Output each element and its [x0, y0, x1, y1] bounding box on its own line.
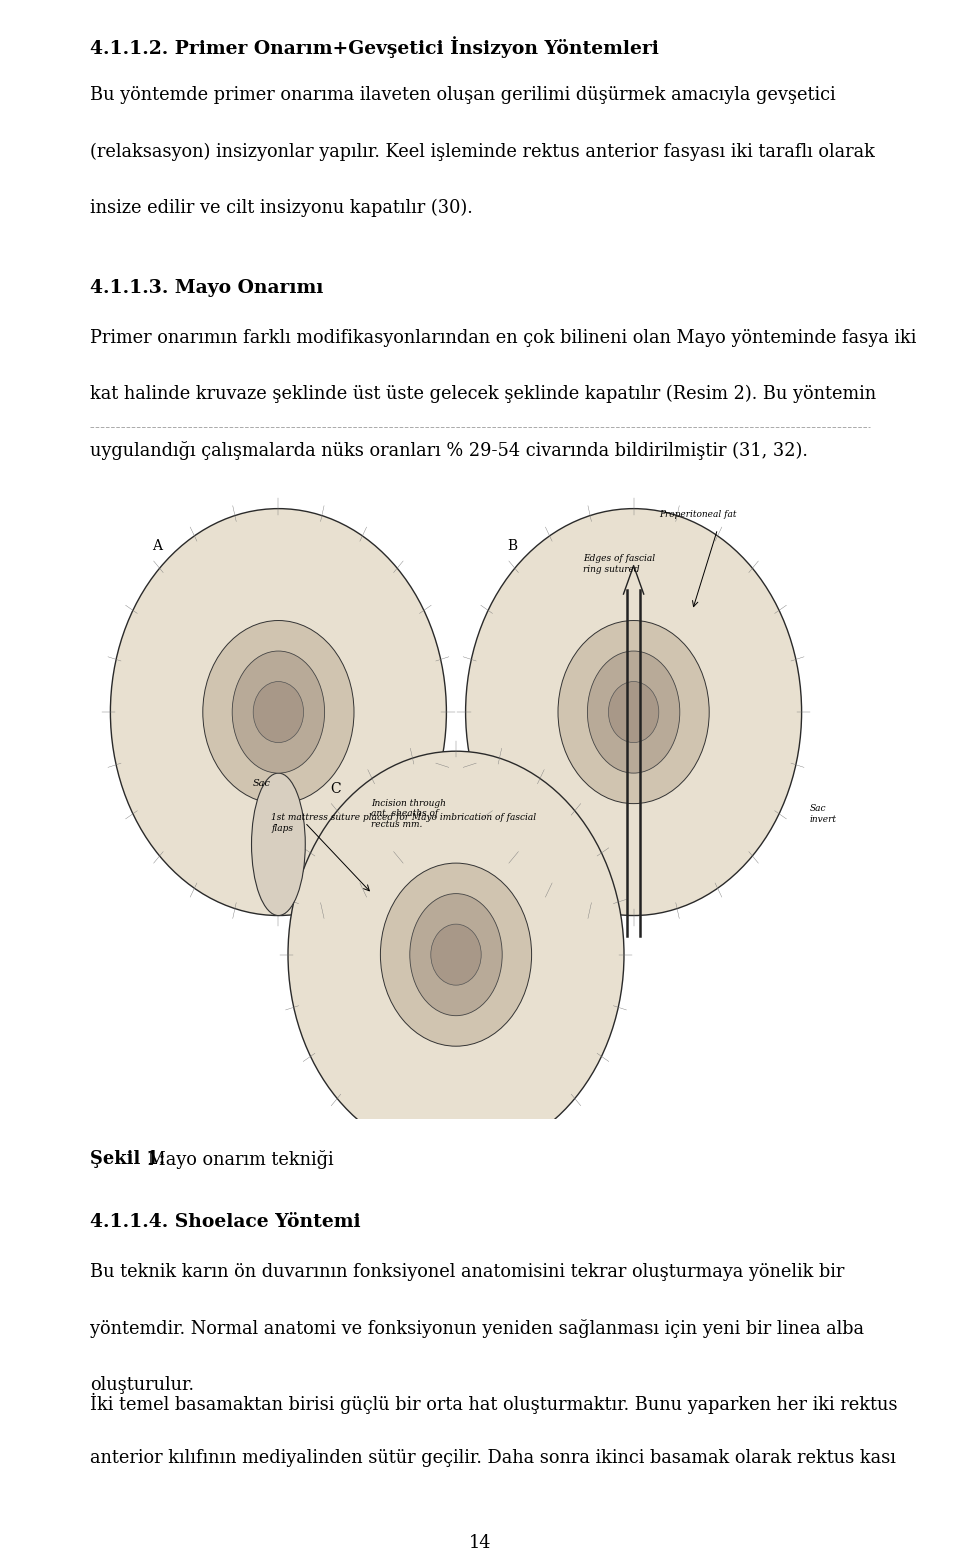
Ellipse shape	[203, 620, 354, 804]
Ellipse shape	[431, 923, 481, 986]
Text: oluşturulur.: oluşturulur.	[90, 1376, 194, 1394]
Ellipse shape	[410, 894, 502, 1016]
Text: Sac: Sac	[252, 779, 271, 787]
Ellipse shape	[110, 509, 446, 916]
Text: Edges of fascial
ring sutured: Edges of fascial ring sutured	[584, 554, 656, 574]
Text: yöntemdir. Normal anatomi ve fonksiyonun yeniden sağlanması için yeni bir linea : yöntemdir. Normal anatomi ve fonksiyonun…	[90, 1319, 864, 1338]
Text: İki temel basamaktan birisi güçlü bir orta hat oluşturmaktır. Bunu yaparken her : İki temel basamaktan birisi güçlü bir or…	[90, 1393, 898, 1415]
Ellipse shape	[252, 773, 305, 916]
Text: 4.1.1.4. Shoelace Yöntemi: 4.1.1.4. Shoelace Yöntemi	[90, 1213, 361, 1232]
Text: 4.1.1.3. Mayo Onarımı: 4.1.1.3. Mayo Onarımı	[90, 279, 324, 297]
Ellipse shape	[380, 864, 532, 1045]
Text: Primer onarımın farklı modifikasyonlarından en çok bilineni olan Mayo yönteminde: Primer onarımın farklı modifikasyonların…	[90, 329, 917, 347]
Text: Bu yöntemde primer onarıma ilaveten oluşan gerilimi düşürmek amacıyla gevşetici: Bu yöntemde primer onarıma ilaveten oluş…	[90, 86, 836, 105]
Text: anterior kılıfının mediyalinden sütür geçilir. Daha sonra ikinci basamak olarak : anterior kılıfının mediyalinden sütür ge…	[90, 1449, 896, 1468]
Text: 4.1.1.2. Primer Onarım+Gevşetici İnsizyon Yöntemleri: 4.1.1.2. Primer Onarım+Gevşetici İnsizyo…	[90, 36, 660, 58]
Text: C: C	[330, 782, 341, 797]
Text: 1st mattress suture placed for Mayo imbrication of fascial
flaps: 1st mattress suture placed for Mayo imbr…	[271, 814, 537, 833]
Text: A: A	[153, 540, 162, 554]
Text: Bu teknik karın ön duvarının fonksiyonel anatomisini tekrar oluşturmaya yönelik : Bu teknik karın ön duvarının fonksiyonel…	[90, 1263, 845, 1282]
Ellipse shape	[558, 620, 709, 804]
Ellipse shape	[588, 651, 680, 773]
Text: Properitoneal fat: Properitoneal fat	[659, 510, 736, 520]
Text: Sac
invert: Sac invert	[810, 804, 837, 823]
Text: Şekil 1:: Şekil 1:	[90, 1150, 165, 1169]
Ellipse shape	[288, 751, 624, 1158]
Text: Incision through
ant. sheaths of
rectus mm.: Incision through ant. sheaths of rectus …	[371, 798, 445, 829]
Ellipse shape	[253, 682, 303, 743]
Text: B: B	[508, 540, 517, 554]
Ellipse shape	[609, 682, 659, 743]
Ellipse shape	[466, 509, 802, 916]
Ellipse shape	[232, 651, 324, 773]
Text: 14: 14	[468, 1534, 492, 1552]
Text: (relaksasyon) insizyonlar yapılır. Keel işleminde rektus anterior fasyası iki ta: (relaksasyon) insizyonlar yapılır. Keel …	[90, 142, 876, 161]
Text: Mayo onarım tekniği: Mayo onarım tekniği	[142, 1150, 334, 1169]
Text: uygulandığı çalışmalarda nüks oranları % 29-54 civarında bildirilmiştir (31, 32): uygulandığı çalışmalarda nüks oranları %…	[90, 441, 808, 460]
Text: kat halinde kruvaze şeklinde üst üste gelecek şeklinde kapatılır (Resim 2). Bu y: kat halinde kruvaze şeklinde üst üste ge…	[90, 385, 876, 404]
Text: insize edilir ve cilt insizyonu kapatılır (30).: insize edilir ve cilt insizyonu kapatılı…	[90, 199, 473, 218]
